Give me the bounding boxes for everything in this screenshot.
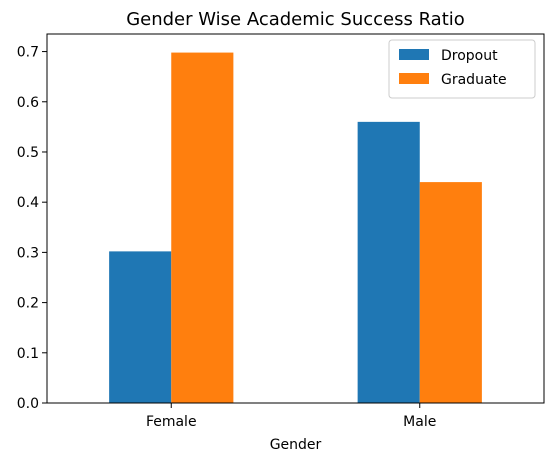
y-tick-label: 0.3	[17, 245, 39, 261]
bars-layer	[109, 52, 482, 404]
y-tick-label: 0.7	[17, 45, 39, 61]
bar-dropout-male	[357, 121, 420, 404]
legend: Dropout Graduate	[388, 39, 536, 99]
legend-swatch-graduate	[399, 73, 429, 84]
x-tick-label-male: Male	[403, 414, 436, 430]
bar-graduate-female	[171, 52, 234, 403]
y-tick-label: 0.4	[17, 195, 39, 211]
legend-label-dropout: Dropout	[441, 48, 498, 64]
x-axis-label: Gender	[270, 437, 322, 453]
y-tick-label: 0.5	[17, 145, 39, 161]
axes-layer: 0.0 0.1 0.2 0.3 0.4 0.5 0.6 0.7 Female Male	[17, 33, 545, 430]
y-tick-label: 0.1	[17, 346, 39, 362]
y-tick-label: 0.2	[17, 296, 39, 312]
legend-label-graduate: Graduate	[441, 72, 507, 88]
y-tick-label: 0.6	[17, 95, 39, 111]
legend-swatch-dropout	[399, 49, 429, 60]
chart-title: Gender Wise Academic Success Ratio	[126, 9, 465, 30]
y-tick-label: 0.0	[17, 396, 39, 412]
plot-frame	[46, 33, 545, 404]
x-tick-label-female: Female	[146, 414, 197, 430]
bar-graduate-male	[419, 182, 482, 403]
bar-dropout-female	[109, 251, 172, 403]
